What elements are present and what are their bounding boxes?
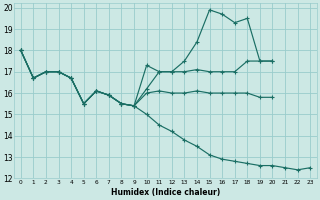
X-axis label: Humidex (Indice chaleur): Humidex (Indice chaleur) (111, 188, 220, 197)
